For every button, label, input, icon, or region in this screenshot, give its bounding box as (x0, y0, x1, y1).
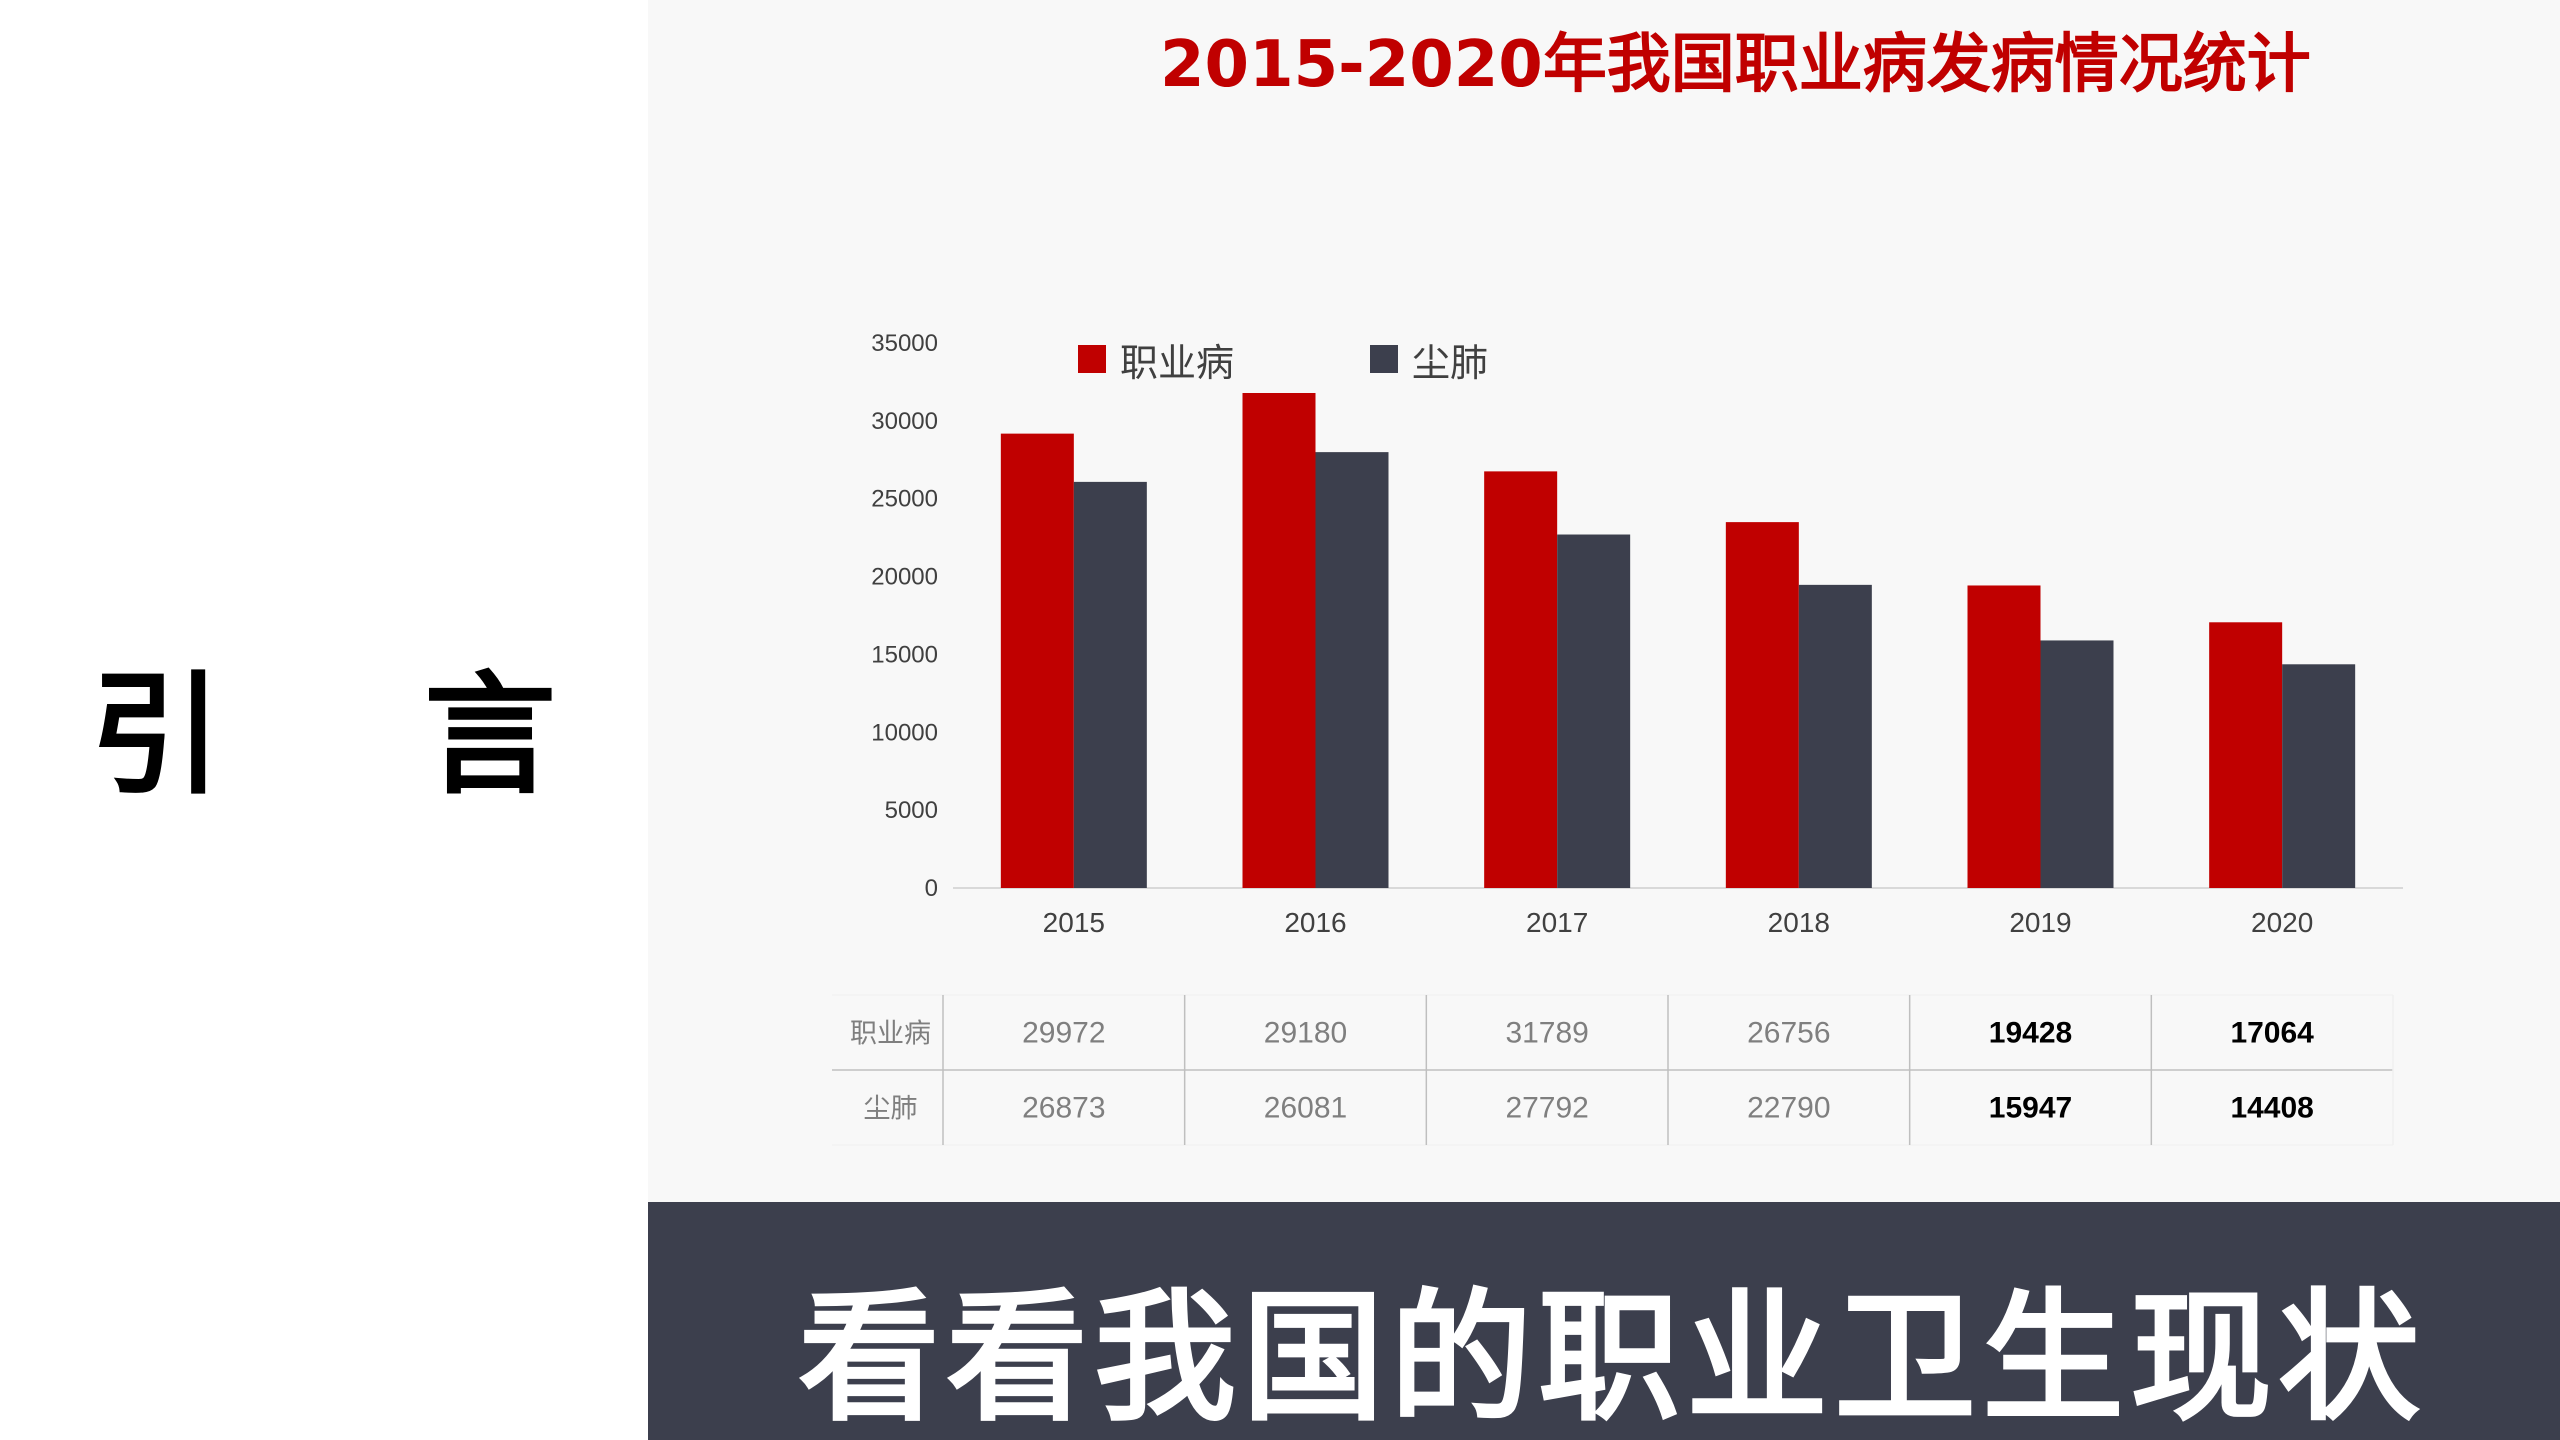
x-tick-label: 2018 (1768, 907, 1830, 938)
bar-occupational-disease-2020 (2209, 622, 2283, 888)
legend-label: 职业病 (1120, 341, 1234, 385)
table-cell: 27792 (1505, 1092, 1588, 1125)
bar-pneumoconiosis-2016 (1315, 452, 1389, 888)
bar-chart: 35000 30000 25000 20000 15000 10000 5000 0 2015 2… (832, 330, 2403, 1146)
x-tick-label: 2016 (1284, 907, 1346, 938)
y-tick-label: 0 (925, 875, 938, 902)
y-tick-label: 25000 (871, 486, 938, 513)
x-tick-label: 2017 (1526, 907, 1588, 938)
table-row-label: 尘肺 (864, 1094, 918, 1125)
bar-occupational-disease-2017 (1484, 471, 1558, 888)
y-tick-label: 20000 (871, 564, 938, 591)
table-cell: 29180 (1264, 1017, 1347, 1050)
table-cell: 26756 (1747, 1017, 1830, 1050)
y-tick-label: 10000 (871, 719, 938, 746)
table-cell: 19428 (1989, 1017, 2072, 1050)
bar-occupational-disease-2016 (1242, 392, 1316, 888)
table-cell: 29972 (1022, 1017, 1105, 1050)
bar-pneumoconiosis-2017 (1557, 534, 1631, 888)
bar-occupational-disease-2019 (1967, 585, 2041, 888)
bar-occupational-disease-2015 (1000, 433, 1074, 888)
bar-occupational-disease-2018 (1725, 522, 1799, 888)
legend-swatch (1078, 345, 1106, 373)
table-row-label: 职业病 (850, 1019, 931, 1050)
table-cell: 22790 (1747, 1092, 1830, 1125)
y-tick-label: 30000 (871, 408, 938, 435)
table-cell: 15947 (1989, 1092, 2072, 1125)
legend-label: 尘肺 (1412, 341, 1488, 385)
table-cell: 17064 (2230, 1017, 2314, 1050)
bar-pneumoconiosis-2018 (1798, 584, 1872, 888)
y-tick-label: 5000 (885, 797, 938, 824)
table-cell: 26081 (1264, 1092, 1347, 1125)
y-tick-label: 35000 (871, 330, 938, 357)
chart-title: 2015-2020年我国职业病发病情况统计 (1160, 28, 2311, 102)
bar-pneumoconiosis-2020 (2282, 664, 2356, 888)
banner-heading: 看看我国的职业卫生现状 (798, 1276, 2426, 1440)
table-cell: 31789 (1505, 1017, 1588, 1050)
y-tick-label: 15000 (871, 641, 938, 668)
bar-pneumoconiosis-2015 (1073, 481, 1147, 888)
x-tick-label: 2015 (1043, 907, 1105, 938)
table-cell: 14408 (2230, 1092, 2313, 1125)
x-tick-label: 2020 (2251, 907, 2313, 938)
bar-pneumoconiosis-2019 (2040, 640, 2114, 888)
intro-heading: 引 言 (90, 659, 634, 813)
x-tick-label: 2019 (2009, 907, 2071, 938)
legend-swatch (1370, 345, 1398, 373)
table-cell: 26873 (1022, 1092, 1105, 1125)
bottom-banner: 看看我国的职业卫生现状 (648, 1202, 2560, 1440)
